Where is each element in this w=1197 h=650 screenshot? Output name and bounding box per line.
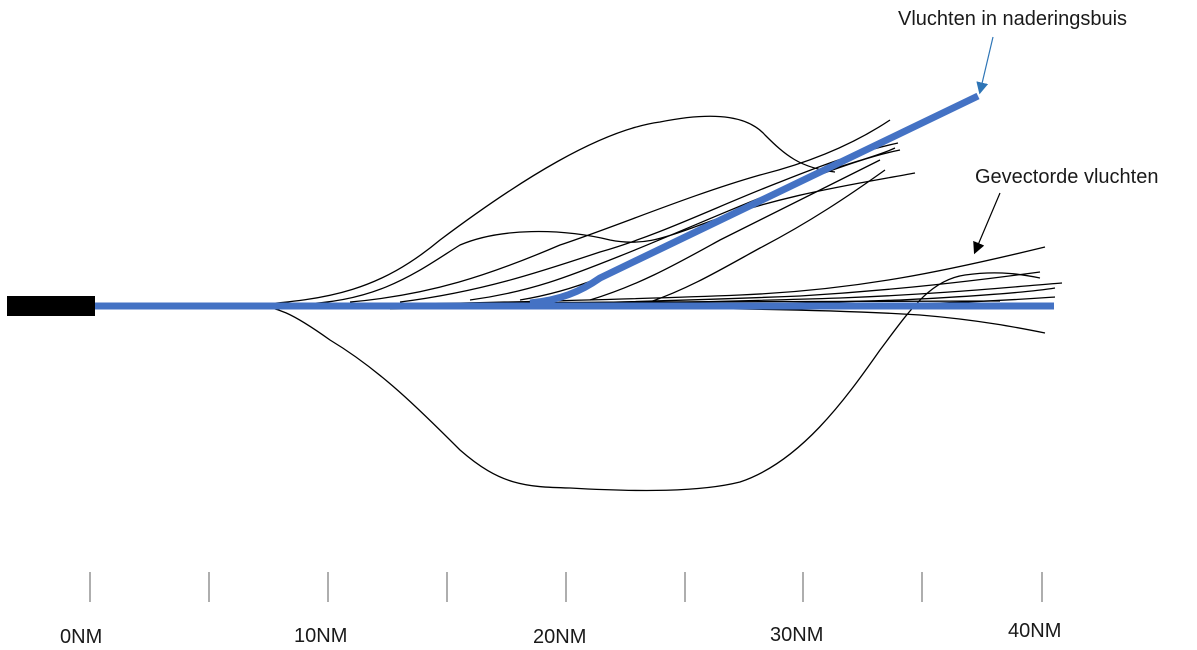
scale-label-0nm: 0NM — [60, 626, 103, 648]
flight-track-mid-arc — [299, 172, 916, 305]
scale-label-10nm: 10NM — [294, 625, 348, 647]
scale-label-20nm: 20NM — [533, 626, 587, 648]
flight-track-upper-3 — [469, 149, 901, 301]
approach-tube — [95, 92, 1054, 310]
vectored-callout-arrow — [973, 192, 1001, 255]
distance-scale — [89, 572, 1043, 602]
scale-label-30nm: 30NM — [770, 624, 824, 646]
flight-track-low-arc — [247, 272, 1041, 492]
scale-label-40nm: 40NM — [1008, 620, 1062, 642]
approach-flights-label: Vluchten in naderingsbuis — [898, 8, 1128, 30]
approach-callout-arrow — [976, 36, 994, 95]
approach-tube-branch — [529, 92, 980, 307]
flight-track-upper-1 — [349, 119, 891, 303]
flight-track-high-arc — [249, 115, 836, 306]
flight-track-upper-5 — [589, 159, 881, 301]
runway-block — [7, 296, 95, 316]
flight-track-upper-6 — [649, 169, 886, 303]
flight-track-lower-1 — [599, 307, 1046, 334]
vectored-flights-label: Gevectorde vluchten — [975, 166, 1159, 188]
